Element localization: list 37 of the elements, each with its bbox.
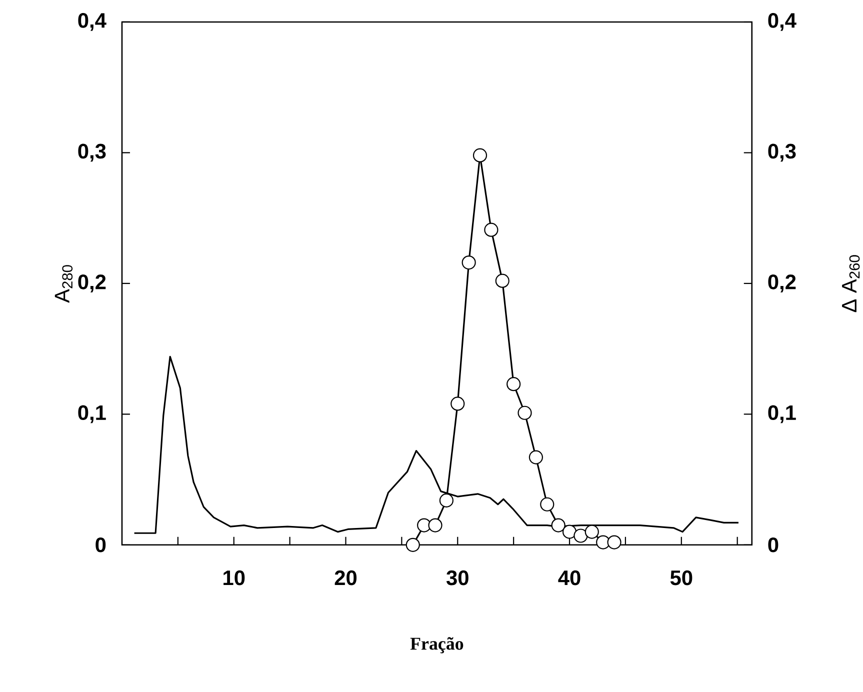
y2-tick-label: 0,2	[768, 274, 796, 292]
point	[574, 528, 588, 543]
y-tick-label: 0	[96, 538, 106, 552]
point	[417, 518, 432, 532]
y-tick-label: 0,4	[78, 13, 106, 31]
y-tick-label: 0,3	[78, 144, 106, 162]
point	[540, 497, 554, 512]
point	[506, 377, 521, 392]
point	[450, 396, 465, 411]
x-tick-label: 10	[224, 570, 245, 586]
y-axis-title: A$_{280}$	[54, 265, 73, 303]
x-tick-label: 20	[334, 570, 357, 586]
point	[495, 274, 510, 288]
point	[428, 518, 442, 532]
point	[528, 450, 543, 464]
y2-tick-label: 0,1	[768, 405, 796, 424]
point	[472, 148, 488, 162]
y2-tick-label: 0,3	[768, 144, 796, 162]
point	[406, 538, 420, 552]
point	[562, 524, 577, 539]
x-tick-label: 50	[670, 570, 692, 586]
point	[462, 256, 476, 270]
point	[607, 535, 622, 550]
point	[484, 222, 498, 237]
x-tick-label: 30	[446, 570, 468, 586]
point	[551, 518, 566, 532]
x-axis-title: Fração	[410, 637, 464, 654]
y2-tick-label: 0,4	[768, 13, 796, 31]
y-tick-label: 0,1	[78, 405, 106, 424]
point	[584, 524, 599, 539]
y2-axis-title: Δ A$_{260}$	[842, 255, 860, 312]
y-tick-label: 0,2	[78, 274, 106, 292]
y2-tick-label: 0	[768, 538, 778, 552]
point	[518, 406, 532, 420]
x-tick-label: 40	[558, 570, 580, 586]
point	[439, 493, 454, 508]
point	[596, 535, 610, 550]
